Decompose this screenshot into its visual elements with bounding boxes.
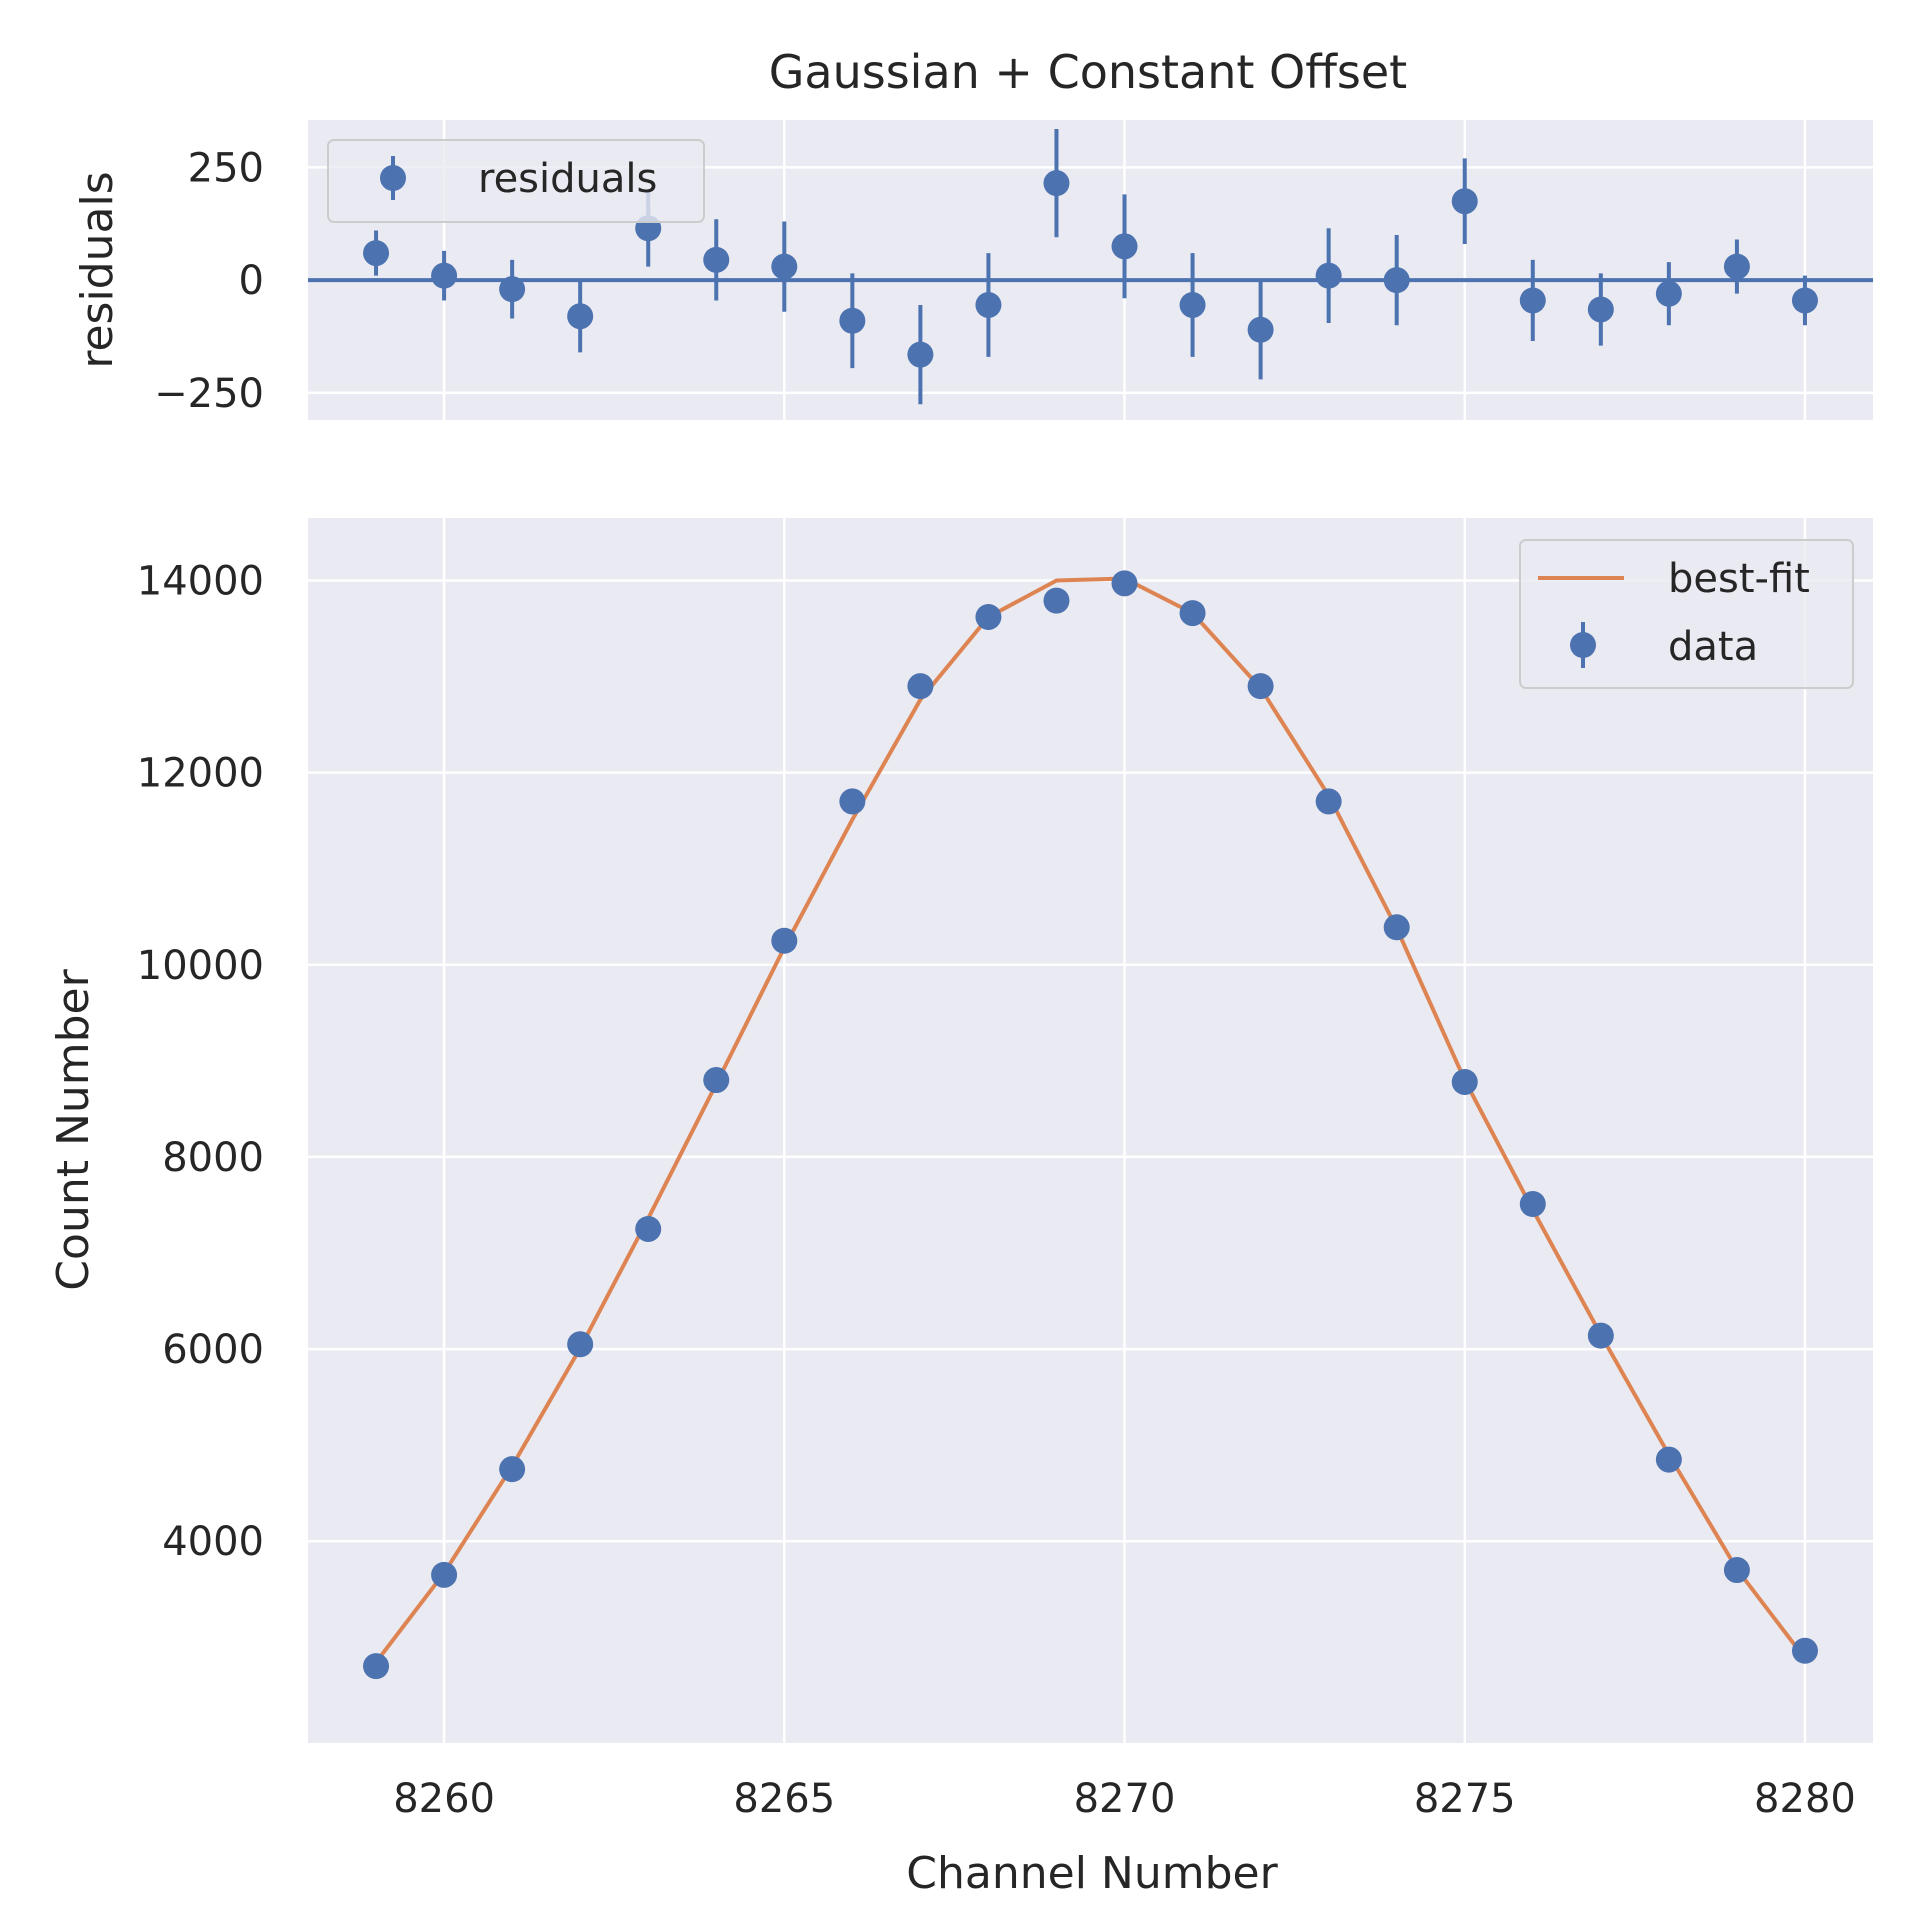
data-point — [1043, 587, 1070, 614]
data-point — [1111, 570, 1138, 597]
residuals-legend-box — [327, 139, 705, 223]
x-tick-label: 8275 — [1414, 1776, 1516, 1822]
main-legend: best-fit data — [1519, 539, 1854, 689]
residuals-y-tick-label: 250 — [188, 145, 264, 191]
data-point — [1247, 673, 1274, 700]
legend-data-marker-icon — [1570, 632, 1596, 658]
residual-point — [975, 291, 1002, 318]
residual-point — [1655, 280, 1682, 307]
data-point — [1315, 788, 1342, 815]
data-point — [975, 603, 1002, 630]
legend-fit-label: best-fit — [1668, 556, 1810, 602]
data-point — [1451, 1068, 1478, 1095]
legend-data-label: data — [1668, 624, 1758, 670]
chart-title: Gaussian + Constant Offset — [769, 45, 1407, 99]
y-tick-label: 6000 — [162, 1327, 264, 1373]
x-axis-label: Channel Number — [906, 1848, 1278, 1899]
residual-point — [771, 253, 798, 280]
main-panel: 4000 6000 8000 10000 12000 14000 8260 8265 8270… — [48, 518, 1873, 1899]
residual-point — [1723, 253, 1750, 280]
residual-point — [839, 307, 866, 334]
residuals-y-axis-label: residuals — [72, 171, 123, 368]
residuals-legend-marker-icon — [380, 165, 406, 191]
residual-point — [1451, 188, 1478, 215]
data-point — [1519, 1191, 1546, 1217]
x-tick-label: 8260 — [393, 1776, 495, 1822]
data-point — [1179, 600, 1206, 627]
residual-point — [1179, 291, 1206, 318]
residuals-y-tick-label: −250 — [154, 371, 264, 417]
residual-point — [499, 276, 526, 303]
y-axis-label: Count Number — [48, 968, 99, 1290]
residuals-y-ticks: −250 0 250 — [154, 145, 264, 417]
y-tick-label: 14000 — [137, 558, 264, 604]
main-plot-area — [308, 518, 1873, 1743]
y-tick-label: 10000 — [137, 943, 264, 989]
main-y-ticks: 4000 6000 8000 10000 12000 14000 — [137, 558, 264, 1565]
data-point — [1587, 1322, 1614, 1349]
residual-point — [1587, 296, 1614, 323]
residuals-panel: −250 0 250 residuals residuals — [72, 120, 1873, 420]
main-grid — [308, 518, 1873, 1743]
residual-point — [1315, 262, 1342, 289]
data-point — [839, 788, 866, 815]
residual-point — [1791, 287, 1818, 314]
residuals-y-tick-label: 0 — [239, 258, 264, 304]
data-point — [567, 1331, 594, 1358]
residual-point — [1111, 233, 1138, 260]
residual-point — [1043, 170, 1070, 197]
best-fit-line — [374, 576, 1807, 1664]
residual-point — [363, 240, 390, 267]
x-tick-label: 8265 — [733, 1776, 835, 1822]
y-tick-label: 8000 — [162, 1135, 264, 1181]
main-marks — [363, 570, 1818, 1680]
x-tick-label: 8270 — [1074, 1776, 1176, 1822]
main-x-ticks: 8260 8265 8270 8275 8280 — [393, 1776, 1856, 1822]
data-point — [635, 1215, 662, 1242]
residual-point — [431, 262, 458, 289]
y-tick-label: 12000 — [137, 751, 264, 797]
data-point — [703, 1067, 730, 1094]
data-point — [1791, 1637, 1818, 1664]
data-point — [771, 927, 798, 954]
residuals-legend: residuals — [327, 139, 705, 223]
residual-point — [1519, 287, 1546, 314]
residuals-legend-label: residuals — [478, 156, 657, 202]
data-point — [1655, 1446, 1682, 1473]
y-tick-label: 4000 — [162, 1519, 264, 1565]
data-point — [499, 1456, 526, 1483]
residual-point — [567, 303, 594, 330]
residual-point — [907, 341, 934, 368]
data-point — [1383, 914, 1410, 941]
data-point — [907, 673, 934, 700]
data-point — [431, 1561, 458, 1588]
residual-point — [1247, 316, 1274, 343]
x-tick-label: 8280 — [1754, 1776, 1856, 1822]
residual-point — [1383, 267, 1410, 294]
residual-point — [703, 246, 730, 273]
data-point — [363, 1653, 390, 1680]
data-point — [1723, 1557, 1750, 1584]
